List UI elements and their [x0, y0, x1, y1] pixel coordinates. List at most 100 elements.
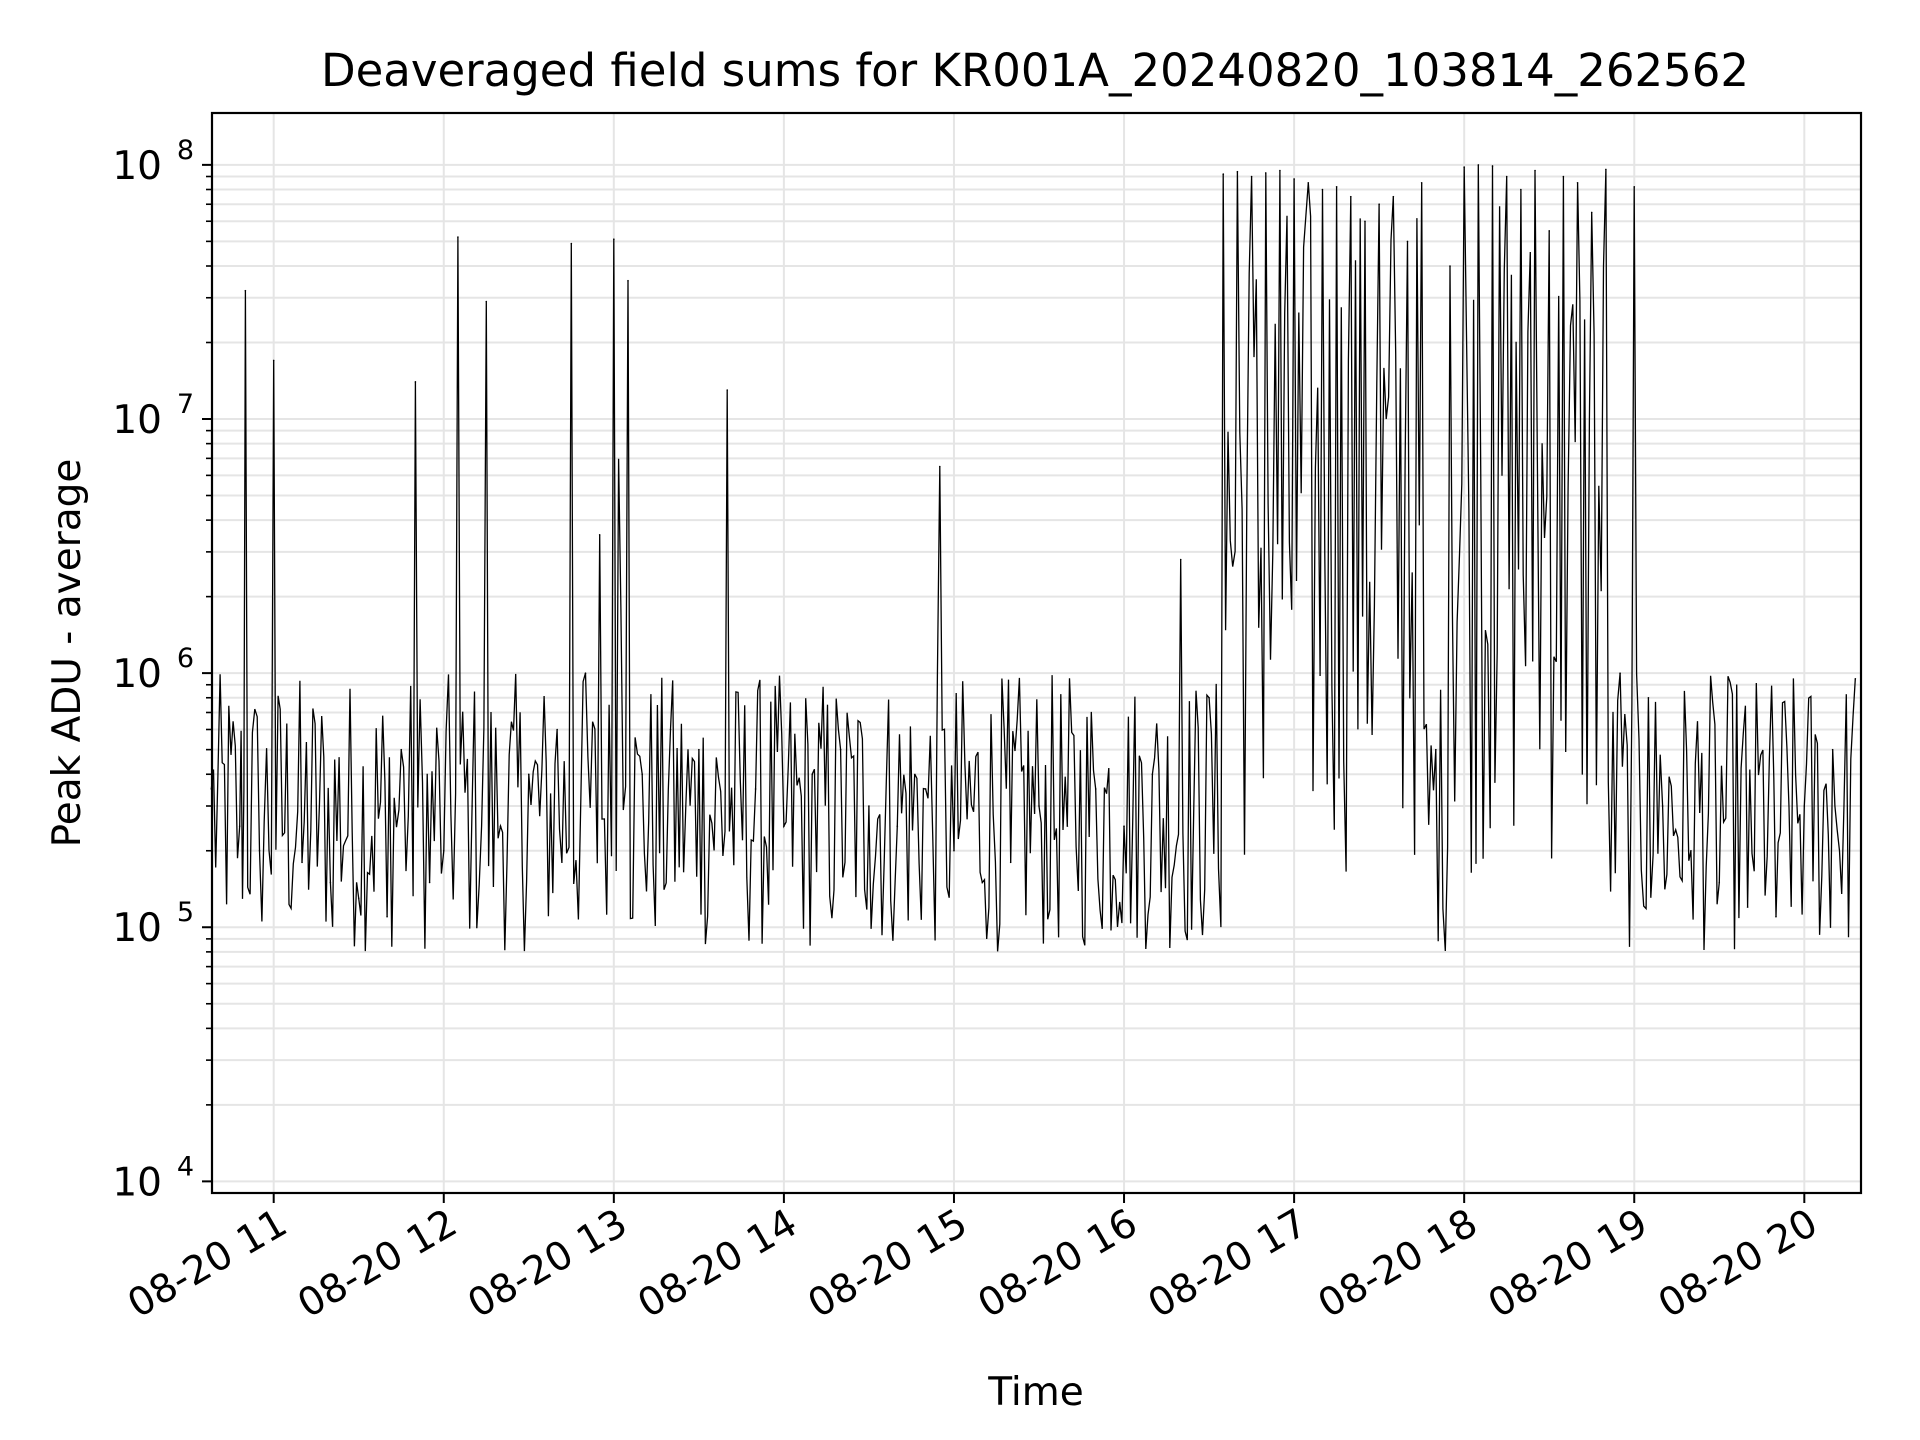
data-point — [1477, 164, 1480, 166]
data-point — [1335, 185, 1338, 188]
data-point — [1179, 558, 1182, 561]
data-point — [1392, 195, 1395, 198]
data-point — [556, 728, 558, 731]
data-point — [1279, 169, 1281, 172]
data-point — [584, 672, 587, 674]
data-point — [641, 773, 643, 776]
data-point — [499, 825, 502, 827]
data-point — [1222, 173, 1225, 175]
data-point — [1746, 906, 1749, 908]
data-point — [1321, 188, 1324, 191]
data-point — [258, 849, 261, 852]
data-point — [1364, 220, 1366, 223]
data-point — [1562, 175, 1565, 178]
series-line — [210, 164, 1856, 952]
y-tick-exponent: 6 — [177, 643, 194, 674]
data-point — [1661, 805, 1664, 807]
data-point — [428, 881, 431, 884]
data-point — [1690, 849, 1692, 852]
data-point — [1718, 881, 1721, 884]
data-point — [669, 728, 672, 731]
y-axis-label: Peak ADU - average — [45, 459, 90, 848]
data-point — [1605, 168, 1607, 171]
data-point — [811, 773, 814, 776]
data-point — [726, 389, 729, 391]
data-point — [301, 861, 303, 864]
data-point — [1349, 195, 1352, 198]
data-point — [1123, 825, 1125, 827]
data-point — [613, 238, 615, 240]
data-point — [1449, 265, 1451, 267]
data-point — [527, 773, 530, 776]
y-tick-exponent: 8 — [177, 135, 194, 166]
data-point — [896, 825, 899, 827]
data-point — [329, 881, 332, 884]
data-point — [238, 825, 241, 827]
data-point — [1548, 230, 1551, 232]
series-group — [210, 164, 1857, 952]
data-point — [1066, 825, 1069, 827]
data-point — [1151, 773, 1154, 776]
data-point — [485, 300, 488, 303]
data-point — [1406, 240, 1409, 243]
data-point — [386, 915, 388, 918]
y-axis-ticks: 10 4 10 5 10 6 10 7 10 8 — [112, 135, 212, 1205]
data-point — [1463, 166, 1465, 168]
data-point — [1534, 169, 1536, 172]
data-point — [1378, 203, 1380, 206]
data-point — [1435, 748, 1437, 751]
data-point — [471, 805, 473, 807]
data-point — [457, 236, 459, 238]
data-point — [839, 748, 842, 751]
data-point — [400, 748, 403, 751]
data-point — [1094, 788, 1097, 790]
y-tick-exponent: 7 — [177, 389, 194, 420]
data-point — [1420, 182, 1423, 184]
data-point — [1576, 182, 1579, 184]
data-point — [1831, 748, 1834, 751]
data-point — [783, 825, 785, 827]
data-point — [1038, 805, 1040, 807]
data-point — [953, 849, 955, 852]
data-point — [1775, 915, 1777, 918]
data-point — [1307, 182, 1310, 184]
data-point — [938, 465, 941, 468]
y-tick-label: 10 — [112, 144, 162, 189]
y-tick-exponent: 5 — [177, 897, 194, 928]
data-point — [924, 788, 927, 790]
data-point — [1854, 677, 1857, 680]
y-tick-label: 10 — [112, 906, 162, 951]
data-point — [414, 381, 417, 383]
data-point — [981, 881, 984, 884]
data-point — [1619, 672, 1621, 674]
data-point — [1803, 805, 1806, 807]
chart-title: Deaveraged field sums for KR001A_2024082… — [321, 44, 1749, 97]
data-point — [1520, 188, 1522, 191]
y-tick-exponent: 4 — [177, 1151, 194, 1182]
data-point — [1590, 211, 1593, 214]
data-point — [1505, 175, 1508, 178]
plot-frame — [210, 111, 1863, 1195]
data-point — [357, 897, 360, 900]
x-axis-label: Time — [987, 1370, 1083, 1415]
data-point — [698, 748, 700, 751]
data-point — [1647, 696, 1650, 699]
data-point — [1009, 861, 1012, 864]
y-tick-label: 10 — [112, 1160, 162, 1205]
data-point — [442, 849, 445, 852]
data-point — [570, 242, 573, 245]
y-tick-label: 10 — [112, 398, 162, 443]
data-point — [1208, 696, 1210, 699]
data-point — [598, 534, 601, 536]
data-point — [1250, 175, 1253, 178]
data-point — [627, 279, 629, 282]
data-point — [1293, 178, 1295, 180]
data-point — [754, 788, 757, 790]
data-point — [1633, 185, 1636, 188]
data-point — [1236, 170, 1239, 173]
y-tick-label: 10 — [112, 652, 162, 697]
data-point — [272, 359, 275, 362]
data-point — [1264, 172, 1267, 174]
